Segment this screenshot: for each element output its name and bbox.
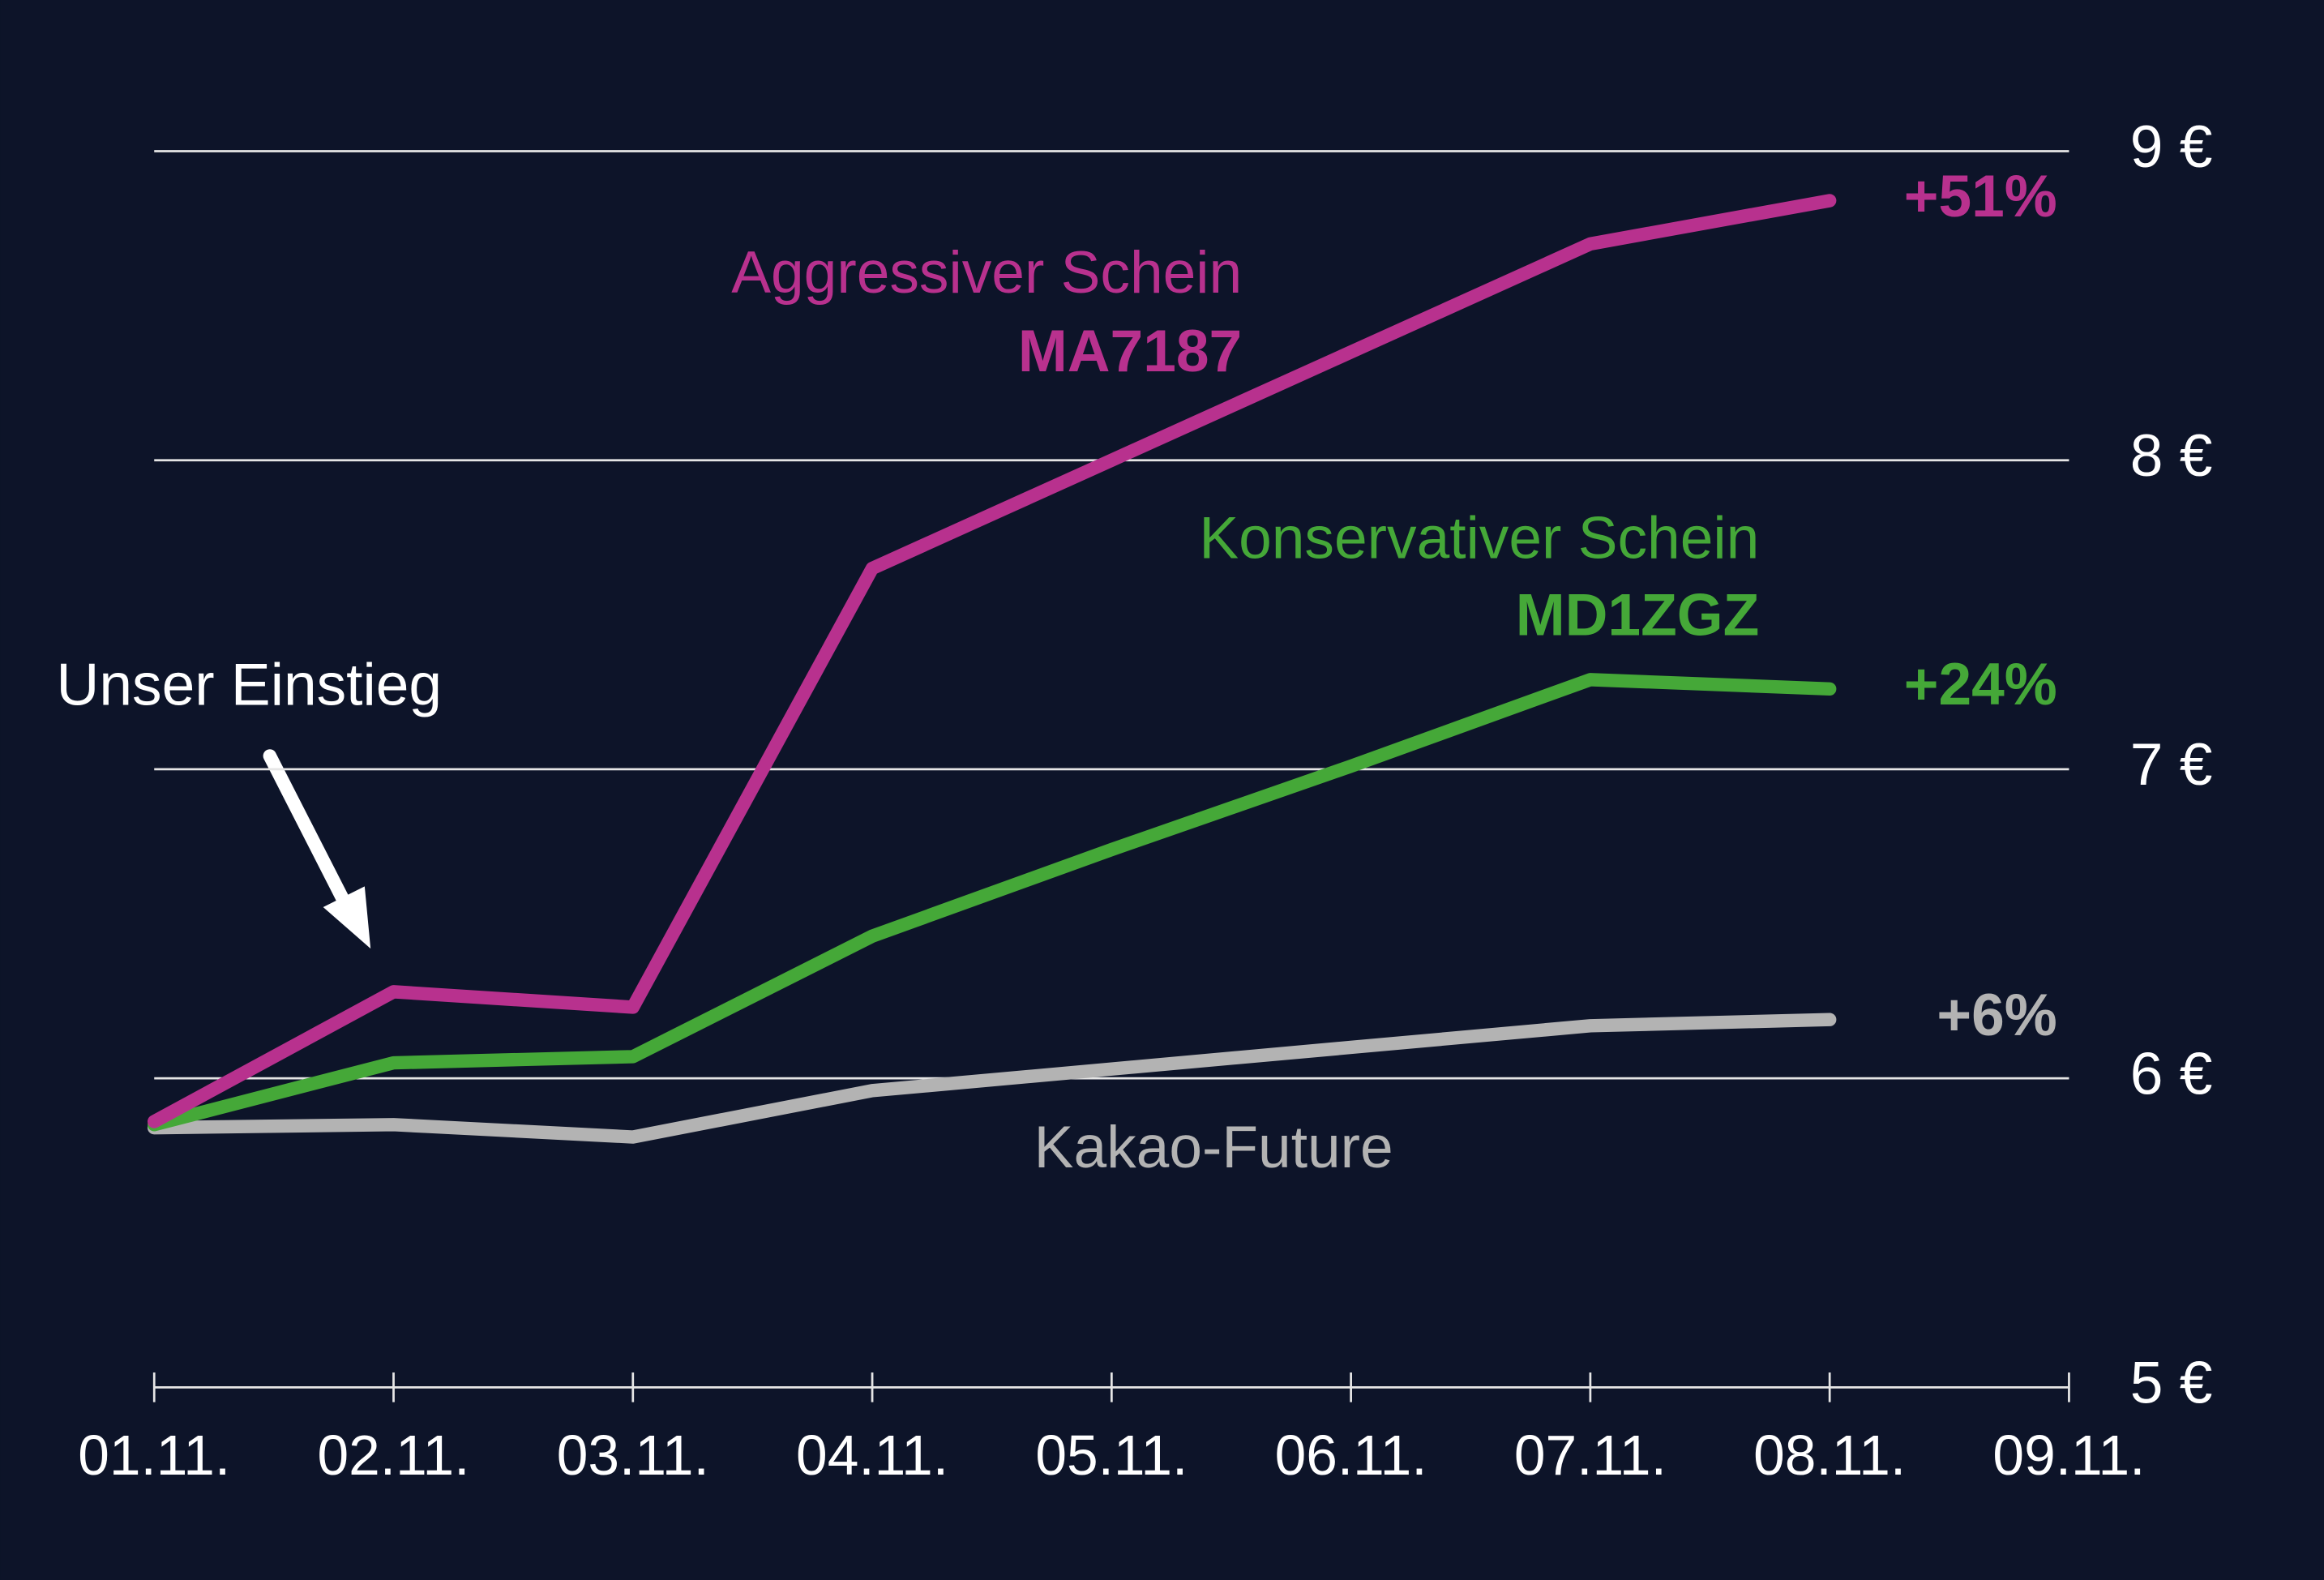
end-label: +51% — [1904, 164, 2057, 229]
y-tick-label: 7 € — [2130, 732, 2213, 798]
y-tick-label: 8 € — [2130, 423, 2213, 489]
annotation: Unser Einstieg — [57, 652, 443, 717]
y-tick-label: 6 € — [2130, 1041, 2213, 1107]
series-name: Kakao-Future — [1034, 1115, 1393, 1180]
series-line — [148, 194, 1837, 1128]
y-tick-label: 5 € — [2130, 1351, 2213, 1416]
x-tick-label: 03.11. — [557, 1424, 709, 1487]
end-label: +24% — [1904, 652, 2057, 717]
x-tick-label: 07.11. — [1514, 1424, 1667, 1487]
x-tick-label: 05.11. — [1035, 1424, 1188, 1487]
annotation-arrow — [263, 749, 371, 949]
x-tick-label: 01.11. — [78, 1424, 230, 1487]
series-name: Konservativer Schein — [1199, 505, 1759, 571]
series-line — [148, 1013, 1837, 1144]
x-tick-label: 08.11. — [1753, 1424, 1906, 1487]
x-tick-label: 06.11. — [1275, 1424, 1427, 1487]
series-name: Aggressiver Schein — [731, 240, 1242, 306]
end-label: +6% — [1937, 983, 2057, 1048]
y-tick-label: 9 € — [2130, 114, 2213, 180]
x-tick-label: 09.11. — [1992, 1424, 2145, 1487]
series-code: MA7187 — [1018, 319, 1242, 384]
x-tick-label: 02.11. — [318, 1424, 470, 1487]
series-code: MD1ZGZ — [1516, 583, 1760, 649]
x-tick-label: 04.11. — [796, 1424, 948, 1487]
series-line — [148, 673, 1837, 1132]
